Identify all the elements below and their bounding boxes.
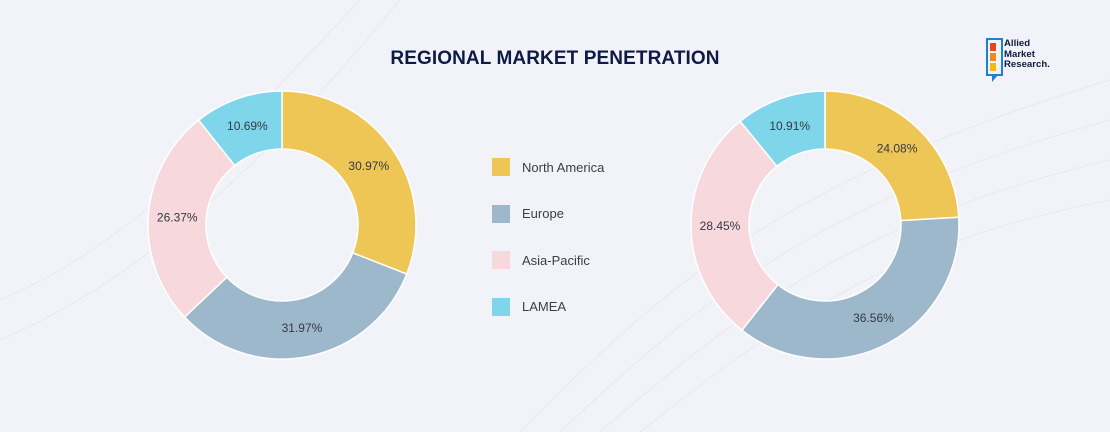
slice-value-label: 36.56% <box>853 311 894 325</box>
chart-legend: North America Europe Asia-Pacific LAMEA <box>492 144 604 330</box>
legend-swatch <box>492 204 510 223</box>
slice-north-america <box>281 90 417 276</box>
slice-value-label: 26.37% <box>157 211 198 225</box>
legend-label: Asia-Pacific <box>522 252 590 268</box>
slice-europe <box>740 216 960 360</box>
slice-north-america <box>824 90 960 222</box>
brand-logo: Allied Market Research. <box>986 38 1076 86</box>
legend-swatch <box>492 251 510 270</box>
slice-value-label: 30.97% <box>348 159 389 173</box>
slice-value-label: 10.91% <box>769 119 810 133</box>
slice-lamea <box>197 90 283 167</box>
logo-text: Allied Market Research. <box>1004 38 1050 70</box>
page-title: REGIONAL MARKET PENETRATION <box>390 48 720 69</box>
legend-label: Europe <box>522 206 564 222</box>
legend-item: North America <box>492 144 604 191</box>
legend-swatch <box>492 297 510 316</box>
slice-value-label: 28.45% <box>700 219 741 233</box>
legend-item: Asia-Pacific <box>492 237 604 284</box>
legend-swatch <box>492 158 510 177</box>
donut-chart-1: 30.97% 31.97% 26.37% 10.69% <box>147 90 417 360</box>
slice-asia-pacific <box>147 119 236 319</box>
legend-item: Europe <box>492 191 604 238</box>
legend-item: LAMEA <box>492 284 604 331</box>
slice-asia-pacific <box>690 120 779 332</box>
slice-value-label: 24.08% <box>877 142 918 156</box>
slice-lamea <box>739 90 826 168</box>
slice-value-label: 31.97% <box>282 321 323 335</box>
legend-label: LAMEA <box>522 299 567 315</box>
slice-europe <box>183 251 408 360</box>
donut-chart-2: 24.08% 36.56% 28.45% 10.91% <box>690 90 960 360</box>
slice-value-label: 10.69% <box>227 119 268 133</box>
logo-icon <box>986 38 1003 82</box>
legend-label: North America <box>522 159 605 175</box>
